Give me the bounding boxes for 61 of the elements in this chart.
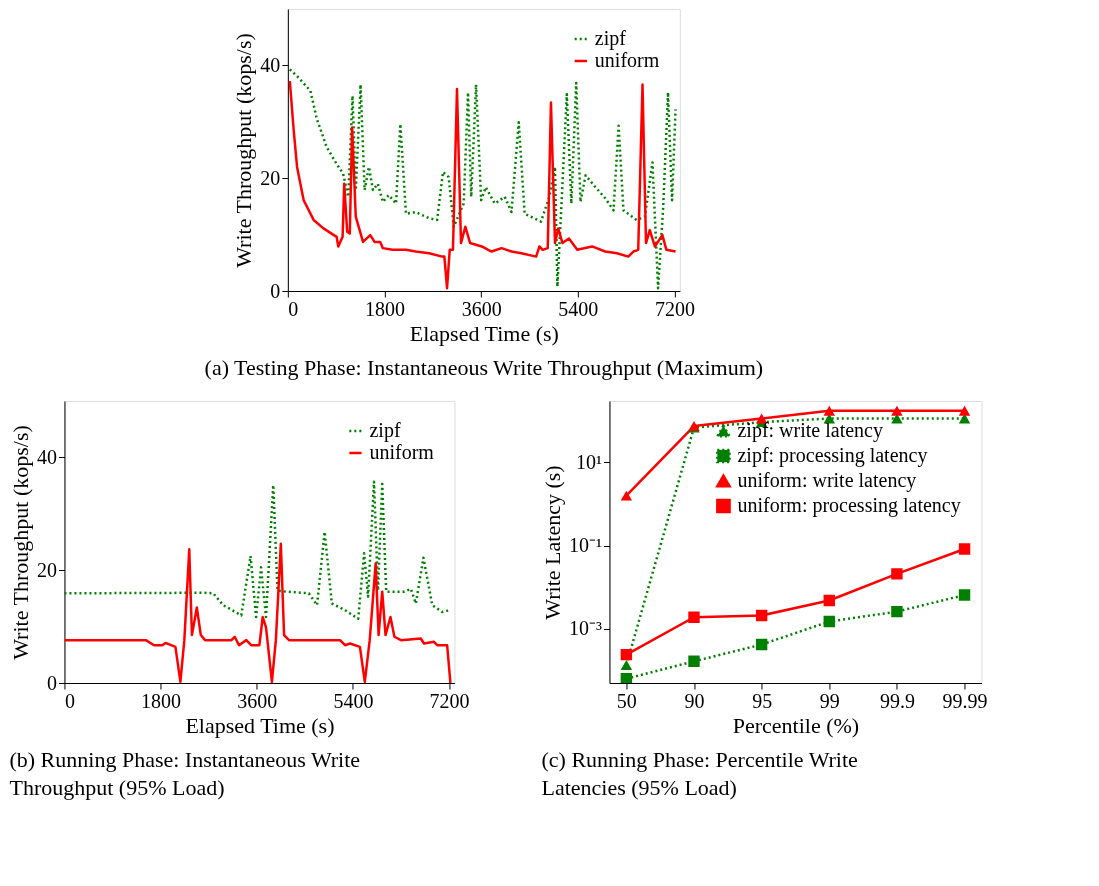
point xyxy=(891,405,903,416)
point xyxy=(958,405,971,416)
legend-label: zipf xyxy=(594,27,627,50)
text: (c) Running Phase: Percentile Write Latencies (95% Load) xyxy=(541,747,858,800)
point xyxy=(823,615,835,628)
text: (a) Testing Phase: Instantaneous Write Throughput (Maximum) xyxy=(204,355,764,380)
y-axis-title: Write Throughput (kops/s) xyxy=(7,425,33,660)
y-tick-label: 20 xyxy=(260,166,281,189)
point xyxy=(755,609,768,622)
x-axis-title: Percentile (%) xyxy=(732,712,860,738)
y-tick-label: 10⁻¹ xyxy=(568,534,602,557)
x-tick-label: 1800 xyxy=(141,689,182,712)
x-tick-label: 3600 xyxy=(237,689,278,712)
x-tick-label: 99.99 xyxy=(942,689,988,712)
y-tick-label: 40 xyxy=(36,445,57,468)
legend-label: zipf: write latency xyxy=(737,419,883,442)
legend-label: uniform: processing latency xyxy=(737,494,961,517)
point xyxy=(823,405,835,416)
x-tick-label: 90 xyxy=(684,689,705,712)
y-tick-label: 40 xyxy=(260,53,281,76)
x-axis-title: Elapsed Time (s) xyxy=(185,712,335,738)
legend-label: uniform xyxy=(594,49,660,71)
x-tick-label: 95 xyxy=(752,689,773,712)
y-tick-label: 10¹ xyxy=(575,450,602,473)
point xyxy=(823,594,835,607)
point xyxy=(755,638,768,651)
x-tick-label: 0 xyxy=(288,297,299,320)
legend-label: zipf xyxy=(369,419,401,442)
x-tick-label: 99.9 xyxy=(879,689,915,712)
x-tick-label: 50 xyxy=(616,689,637,712)
point xyxy=(620,490,633,501)
point xyxy=(958,589,971,601)
x-tick-label: 5400 xyxy=(558,297,599,320)
point xyxy=(620,673,633,683)
legend-label: uniform: write latency xyxy=(737,469,917,492)
line-series xyxy=(64,480,451,620)
x-axis-title: Elapsed Time (s) xyxy=(409,320,559,346)
y-tick-label: 10⁻³ xyxy=(568,617,602,640)
y-axis-title: Write Latency (s) xyxy=(539,465,565,620)
point xyxy=(688,611,700,623)
y-tick-label: 0 xyxy=(46,671,57,694)
point xyxy=(891,605,903,618)
x-tick-label: 7200 xyxy=(654,297,695,320)
line-series xyxy=(64,542,452,683)
point xyxy=(958,543,971,555)
y-tick-label: 0 xyxy=(270,279,281,302)
x-tick-label: 5400 xyxy=(333,689,374,712)
x-tick-label: 7200 xyxy=(429,689,470,712)
point xyxy=(688,655,700,668)
point xyxy=(620,660,633,670)
text: (b) Running Phase: Instantaneous Write Throughput (95% Load) xyxy=(9,747,361,800)
y-axis-title: Write Throughput (kops/s) xyxy=(231,33,257,268)
x-tick-label: 1800 xyxy=(364,297,405,320)
point xyxy=(891,568,903,580)
x-tick-label: 3600 xyxy=(461,297,502,320)
legend-label: uniform xyxy=(369,441,435,463)
point xyxy=(620,648,633,661)
y-tick-label: 20 xyxy=(36,558,57,581)
legend-label: zipf: processing latency xyxy=(737,444,928,467)
x-tick-label: 99 xyxy=(819,689,840,712)
x-tick-label: 0 xyxy=(64,689,75,712)
